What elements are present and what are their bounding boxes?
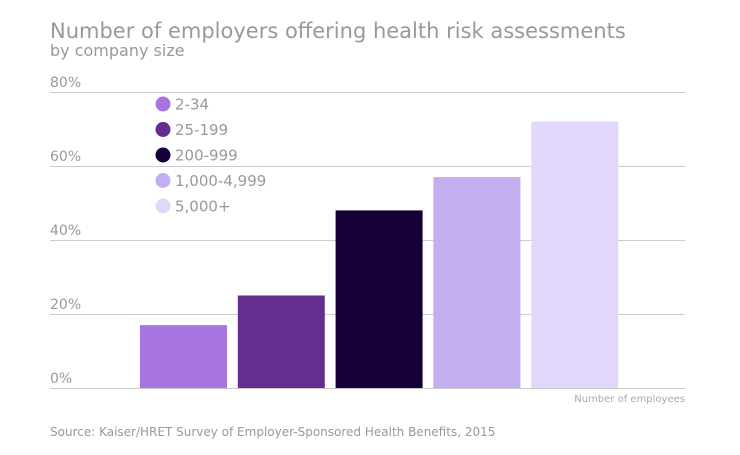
legend-label: 2-34 bbox=[175, 96, 209, 114]
bar bbox=[433, 177, 521, 388]
source-note: Source: Kaiser/HRET Survey of Employer-S… bbox=[50, 425, 496, 439]
legend-label: 25-199 bbox=[175, 121, 228, 139]
y-tick-label: 0% bbox=[50, 371, 72, 387]
legend-label: 5,000+ bbox=[175, 198, 231, 216]
legend-swatch bbox=[155, 96, 171, 112]
bar bbox=[335, 210, 423, 388]
bar bbox=[531, 121, 619, 388]
y-tick-label: 60% bbox=[50, 149, 81, 165]
bar bbox=[237, 295, 325, 388]
legend-swatch bbox=[155, 173, 171, 188]
y-tick-label: 20% bbox=[50, 297, 81, 313]
legend-label: 200-999 bbox=[175, 147, 238, 165]
bar bbox=[140, 325, 227, 388]
chart-subtitle: by company size bbox=[50, 41, 185, 60]
y-tick-label: 80% bbox=[50, 75, 81, 91]
legend-swatch bbox=[155, 122, 171, 137]
x-axis-label: Number of employees bbox=[574, 394, 685, 405]
legend-swatch bbox=[155, 147, 171, 163]
legend-swatch bbox=[155, 198, 171, 214]
chart-title: Number of employers offering health risk… bbox=[50, 19, 626, 43]
y-tick-label: 40% bbox=[50, 223, 81, 239]
legend-label: 1,000-4,999 bbox=[175, 172, 266, 190]
